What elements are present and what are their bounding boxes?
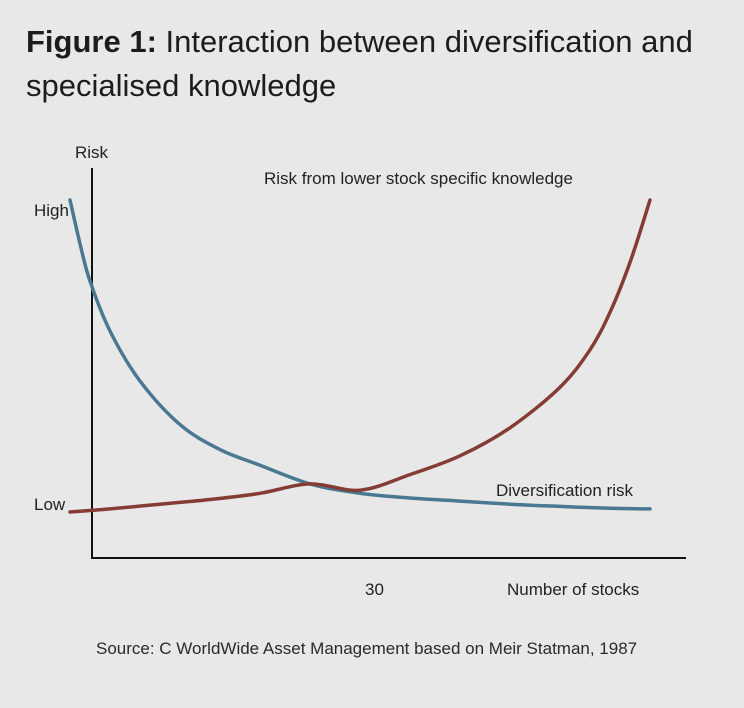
diversification-risk-line <box>68 198 652 511</box>
chart-title: Figure 1: Interaction between diversific… <box>26 20 726 108</box>
series-layer <box>68 198 652 514</box>
y-axis-label: Risk <box>75 143 109 162</box>
figure-title: Interaction between diversification and … <box>26 24 693 103</box>
source-note: Source: C WorldWide Asset Management bas… <box>96 639 638 658</box>
x-axis-label: Number of stocks <box>507 580 639 599</box>
series-label-diversification-risk: Diversification risk <box>496 481 633 500</box>
knowledge-risk-line <box>68 198 652 514</box>
y-tick-label-high: High <box>34 201 69 220</box>
series-label-knowledge-risk: Risk from lower stock specific knowledge <box>264 169 573 188</box>
x-tick-label-30: 30 <box>365 580 384 599</box>
figure-label: Figure 1: <box>26 24 157 59</box>
y-tick-label-low: Low <box>34 495 66 514</box>
plot-area <box>68 168 686 559</box>
